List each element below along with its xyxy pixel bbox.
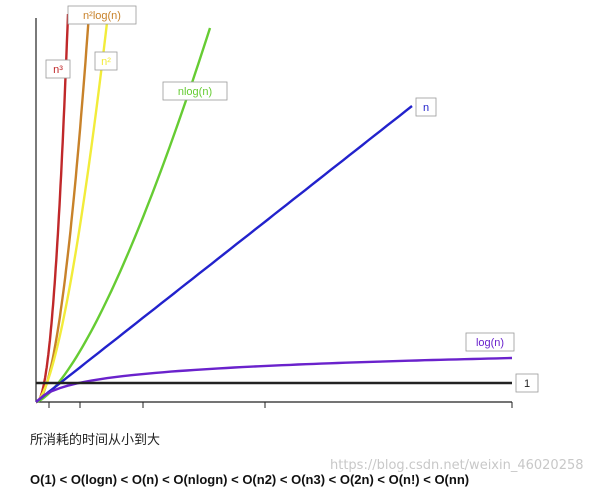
complexity-ordering: O(1) < O(logn) < O(n) < O(nlogn) < O(n2)…: [30, 472, 470, 487]
series-label: log(n): [476, 337, 504, 349]
series-label: n²log(n): [83, 10, 121, 22]
series-label-box: [45, 59, 71, 79]
series-label-box: [415, 97, 437, 117]
series-label-box: [67, 5, 137, 25]
series-label-box: [94, 51, 118, 71]
series-label-box: [465, 332, 515, 352]
series-label: n: [423, 102, 429, 114]
series-label: n³: [53, 64, 63, 76]
series-line: [35, 105, 413, 403]
series-line: [35, 356, 513, 403]
series-label: nlog(n): [178, 86, 212, 98]
series-line: [35, 27, 212, 404]
series-line: [35, 13, 110, 404]
chart-caption: 所消耗的时间从小到大: [30, 433, 161, 448]
watermark-text: https://blog.csdn.net/weixin_46020258: [330, 458, 584, 473]
series-label-box: [515, 373, 539, 393]
series-label-box: [162, 81, 228, 101]
series-label: n²: [101, 56, 111, 68]
series-label: 1: [524, 378, 530, 390]
